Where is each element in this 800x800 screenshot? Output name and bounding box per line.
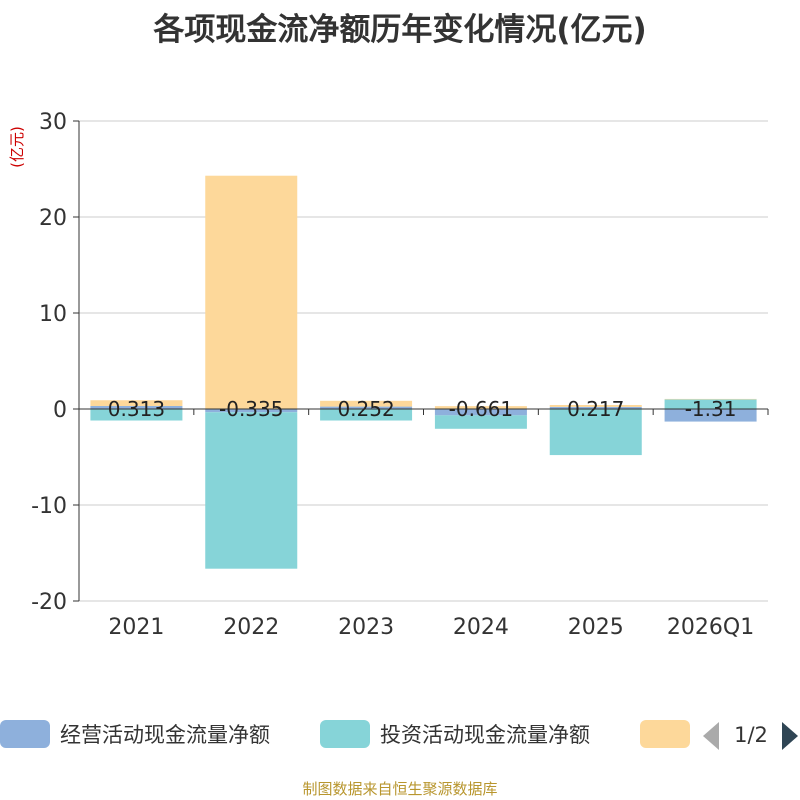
bar-series-3[interactable] xyxy=(434,406,527,409)
x-tick-label: 2023 xyxy=(338,615,394,640)
source-note: 制图数据来自恒生聚源数据库 xyxy=(302,780,498,798)
x-tick-label: 2024 xyxy=(453,615,509,640)
bar-series-1[interactable] xyxy=(549,406,642,409)
data-label: 0.217 xyxy=(567,397,624,421)
legend-prev-page-icon[interactable] xyxy=(703,722,719,750)
x-tick-label: 2026Q1 xyxy=(667,615,754,640)
bar-series-3[interactable] xyxy=(205,175,298,409)
legend-label: 投资活动现金流量净额 xyxy=(380,723,590,747)
data-label: -0.661 xyxy=(449,397,513,421)
data-label: 0.252 xyxy=(337,397,394,421)
y-tick-label: 0 xyxy=(53,398,67,423)
y-tick-label: 30 xyxy=(39,110,67,135)
legend-page-indicator: 1/2 xyxy=(734,723,768,747)
legend-swatch xyxy=(320,720,370,748)
bar-series-2[interactable] xyxy=(549,409,642,456)
y-tick-label: -10 xyxy=(31,494,67,519)
bar-series-1[interactable] xyxy=(664,409,757,422)
bar-series-3[interactable] xyxy=(90,400,183,406)
x-tick-label: 2025 xyxy=(568,615,624,640)
legend-swatch xyxy=(0,720,50,748)
legend-swatch xyxy=(640,720,690,748)
bar-series-3[interactable] xyxy=(549,404,642,407)
y-axis-label: (亿元) xyxy=(8,126,26,168)
bar-series-2[interactable] xyxy=(90,409,183,421)
bar-series-1[interactable] xyxy=(320,406,413,409)
bar-series-2[interactable] xyxy=(434,415,527,429)
y-tick-label: 20 xyxy=(39,206,67,231)
bar-series-1[interactable] xyxy=(205,409,298,413)
legend-item-2[interactable]: 投资活动现金流量净额 xyxy=(320,720,590,748)
y-tick-label: -20 xyxy=(31,590,67,615)
bar-series-2[interactable] xyxy=(664,399,757,409)
data-label: -0.335 xyxy=(219,397,283,421)
bar-series-2[interactable] xyxy=(320,409,413,421)
x-tick-label: 2021 xyxy=(108,615,164,640)
chart-title: 各项现金流净额历年变化情况(亿元) xyxy=(153,12,647,48)
legend-item-3[interactable] xyxy=(640,720,690,748)
bar-series-1[interactable] xyxy=(90,405,183,409)
bar-series-3[interactable] xyxy=(664,398,757,400)
data-label: -1.31 xyxy=(685,397,737,421)
legend-item-1[interactable]: 经营活动现金流量净额 xyxy=(0,720,270,748)
y-tick-label: 10 xyxy=(39,302,67,327)
bar-series-2[interactable] xyxy=(205,412,298,569)
bar-series-3[interactable] xyxy=(320,400,413,407)
x-tick-label: 2022 xyxy=(223,615,279,640)
data-label: 0.313 xyxy=(108,397,165,421)
bar-series-1[interactable] xyxy=(434,409,527,416)
legend-next-page-icon[interactable] xyxy=(782,722,798,750)
legend-label: 经营活动现金流量净额 xyxy=(60,723,270,747)
